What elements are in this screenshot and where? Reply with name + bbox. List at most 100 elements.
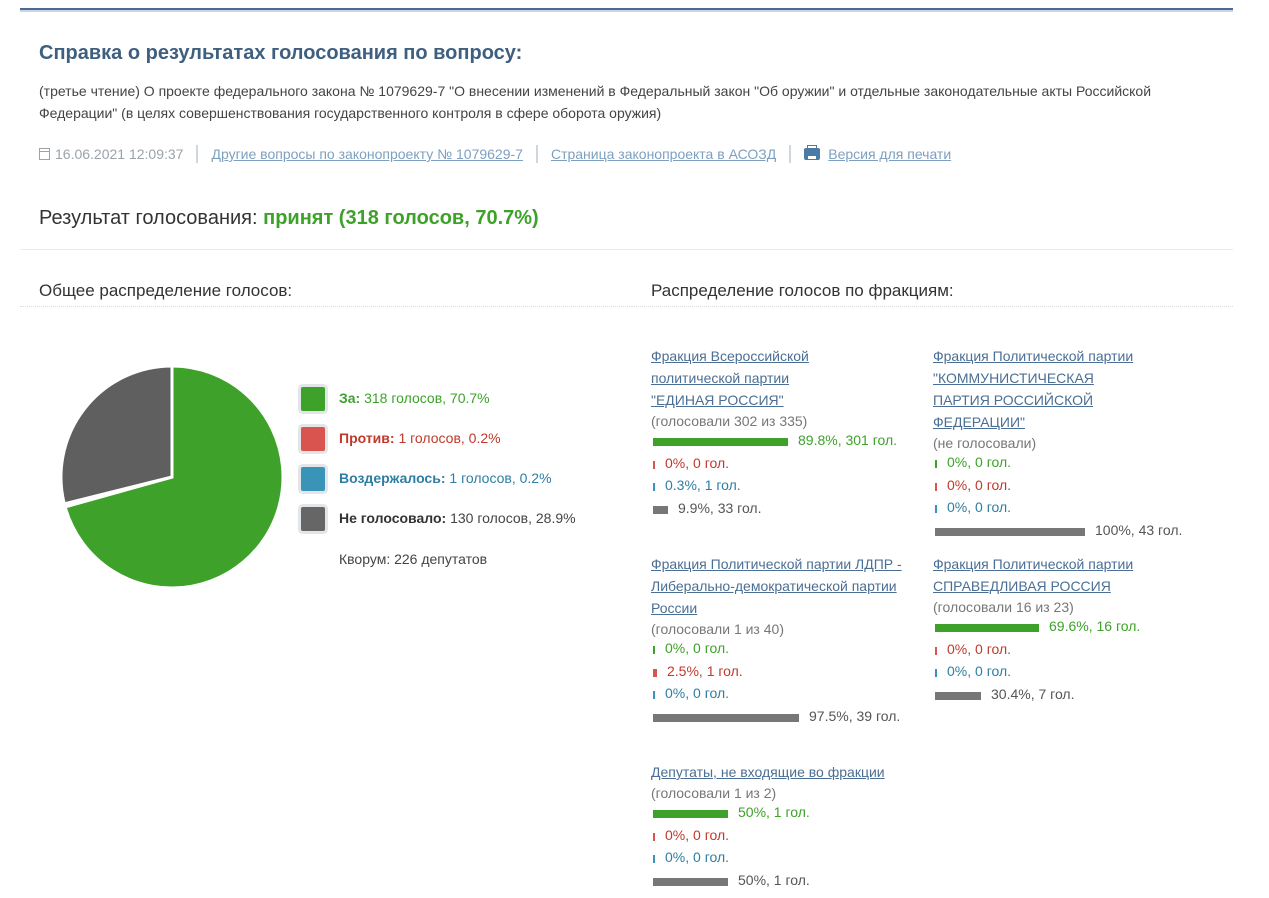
faction-name-link[interactable]: Депутаты, не входящие во фракции [651, 764, 885, 780]
vote-datetime: 16.06.2021 12:09:37 [55, 146, 184, 162]
faction-bar-against [935, 646, 937, 655]
faction-value-for: 0%, 0 гол. [947, 454, 1012, 470]
faction-row-notvoted: 50%, 1 гол. [651, 871, 921, 894]
faction-row-for: 89.8%, 301 гол. [651, 431, 897, 454]
faction-row-abstain: 0%, 0 гол. [651, 684, 921, 707]
result-value: принят (318 голосов, 70.7%) [263, 207, 539, 229]
faction-bar-for [653, 646, 655, 654]
question-description: (третье чтение) О проекте федерального з… [39, 83, 1152, 121]
faction-value-against: 0%, 0 гол. [947, 476, 1012, 493]
faction-bar-notvoted [935, 528, 1085, 537]
faction-bar-notvoted [935, 692, 981, 701]
legend-label: Воздержалось: [339, 470, 446, 486]
asozd-page-link[interactable]: Страница законопроекта в АСОЗД [550, 146, 777, 162]
faction-bar-for [653, 438, 788, 446]
faction-row-for: 0%, 0 гол. [651, 639, 921, 662]
legend-text: Против: 1 голосов, 0.2% [339, 430, 501, 446]
legend-value: 318 голосов, 70.7% [364, 390, 490, 406]
separator [535, 145, 538, 163]
result-label: Результат голосования: [39, 207, 258, 229]
faction-value-for: 69.6%, 16 гол. [1049, 618, 1141, 634]
vote-result: Результат голосования: принят (318 голос… [39, 207, 539, 230]
faction-voted-count: (не голосовали) [933, 435, 1037, 451]
legend-text: Не голосовало: 130 голосов, 28.9% [339, 510, 576, 526]
faction-row-abstain: 0%, 0 гол. [933, 498, 1138, 521]
faction-block: Фракция Политической партии СПРАВЕДЛИВАЯ… [933, 553, 1173, 708]
printer-icon[interactable] [804, 145, 821, 160]
page-title: Справка о результатах голосования по воп… [39, 42, 523, 64]
faction-bar-against [653, 668, 657, 677]
legend-text: За: 318 голосов, 70.7% [339, 390, 490, 406]
faction-voted-count: (голосовали 16 из 23) [933, 599, 1074, 615]
legend-swatch [301, 467, 325, 491]
faction-bar-notvoted [653, 878, 728, 887]
legend-swatch [301, 387, 325, 411]
faction-value-abstain: 0%, 0 гол. [947, 663, 1012, 680]
meta-bar: 16.06.2021 12:09:37 Другие вопросы по за… [39, 144, 951, 164]
faction-bar-abstain [935, 505, 937, 514]
faction-value-notvoted: 30.4%, 7 гол. [991, 686, 1075, 703]
faction-row-notvoted: 9.9%, 33 гол. [651, 499, 856, 522]
overall-heading-underline [20, 306, 632, 307]
overall-pie-chart [59, 364, 285, 590]
faction-block: Фракция Политической партии ЛДПР - Либер… [651, 553, 921, 730]
faction-value-against: 0%, 0 гол. [665, 826, 730, 843]
faction-row-against: 0%, 0 гол. [651, 826, 921, 849]
faction-voted-count: (голосовали 1 из 40) [651, 621, 784, 637]
faction-value-notvoted: 9.9%, 33 гол. [678, 500, 762, 517]
legend-value: 130 голосов, 28.9% [450, 510, 576, 526]
faction-value-against: 0%, 0 гол. [665, 454, 730, 471]
faction-voted-count: (голосовали 1 из 2) [651, 785, 777, 801]
factions-heading-underline [632, 306, 1233, 307]
overall-heading: Общее распределение голосов: [39, 281, 293, 300]
faction-row-notvoted: 30.4%, 7 гол. [933, 685, 1173, 708]
top-divider [20, 8, 1233, 12]
faction-bar-against [653, 832, 655, 841]
faction-bar-against [653, 460, 655, 469]
faction-name-link[interactable]: Фракция Всероссийской политической парти… [651, 348, 809, 408]
faction-block: Фракция Политической партии "КОММУНИСТИЧ… [933, 345, 1182, 544]
faction-name-link[interactable]: Фракция Политической партии "КОММУНИСТИЧ… [933, 348, 1134, 430]
factions-heading: Распределение голосов по фракциям: [651, 281, 954, 300]
faction-row-notvoted: 100%, 43 гол. [933, 521, 1182, 544]
separator [789, 145, 792, 163]
faction-value-against: 2.5%, 1 гол. [667, 662, 743, 679]
faction-value-notvoted: 97.5%, 39 гол. [809, 708, 901, 725]
faction-bar-abstain [653, 483, 655, 492]
legend-label: Против: [339, 430, 395, 446]
faction-bar-against [935, 482, 937, 491]
faction-name-link[interactable]: Фракция Политической партии СПРАВЕДЛИВАЯ… [933, 556, 1134, 594]
quorum-text: Кворум: 226 депутатов [339, 551, 488, 567]
faction-bar-abstain [653, 691, 655, 700]
print-version-link[interactable]: Версия для печати [828, 146, 952, 162]
pie-slice-0 [63, 364, 285, 590]
faction-bar-notvoted [653, 714, 799, 723]
legend-swatch [301, 427, 325, 451]
faction-value-for: 89.8%, 301 гол. [798, 432, 898, 448]
other-questions-link[interactable]: Другие вопросы по законопроекту № 107962… [211, 146, 523, 162]
section-divider [20, 249, 1233, 250]
legend-value: 1 голосов, 0.2% [449, 470, 552, 486]
faction-value-abstain: 0.3%, 1 гол. [665, 477, 741, 494]
faction-row-for: 50%, 1 гол. [651, 803, 921, 826]
legend-text: Воздержалось: 1 голосов, 0.2% [339, 470, 552, 486]
faction-bar-notvoted [653, 506, 668, 515]
faction-row-against: 0%, 0 гол. [933, 640, 1173, 663]
faction-bar-abstain [935, 669, 937, 678]
faction-value-notvoted: 50%, 1 гол. [738, 872, 810, 889]
faction-row-against: 0%, 0 гол. [933, 476, 1138, 499]
faction-voted-count: (голосовали 302 из 335) [651, 413, 808, 429]
faction-value-abstain: 0%, 0 гол. [665, 849, 730, 866]
faction-row-notvoted: 97.5%, 39 гол. [651, 707, 921, 730]
faction-row-abstain: 0%, 0 гол. [933, 662, 1173, 685]
faction-row-for: 69.6%, 16 гол. [933, 617, 1173, 640]
faction-value-for: 0%, 0 гол. [665, 640, 730, 656]
faction-bar-for [653, 810, 728, 818]
faction-bar-for [935, 624, 1039, 632]
pie-slice-3 [59, 364, 174, 506]
faction-row-abstain: 0.3%, 1 гол. [651, 476, 856, 499]
faction-name-link[interactable]: Фракция Политической партии ЛДПР - Либер… [651, 556, 902, 616]
legend-swatch [301, 507, 325, 531]
separator [196, 145, 199, 163]
faction-row-against: 2.5%, 1 гол. [651, 662, 921, 685]
